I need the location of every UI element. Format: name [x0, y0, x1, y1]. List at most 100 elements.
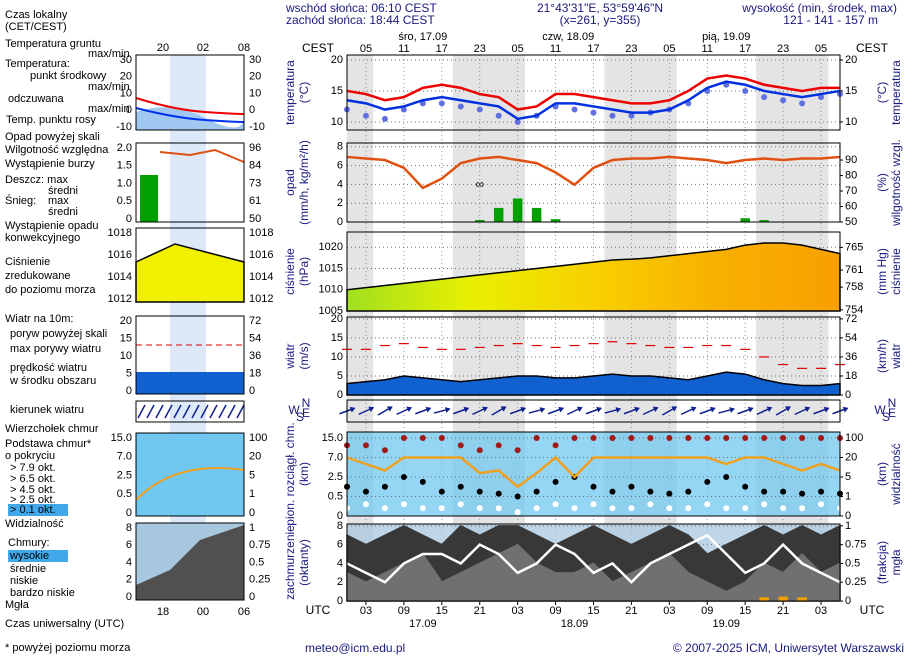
y-tick-label: 15	[331, 332, 343, 344]
arrow-head	[444, 407, 451, 413]
wind-arrow	[680, 406, 697, 416]
legend-box	[8, 550, 68, 562]
arrow-head	[729, 407, 735, 413]
arrow-head	[842, 406, 849, 413]
point	[685, 435, 692, 441]
utc-time-label: 15	[739, 605, 751, 617]
arrow-head	[747, 406, 754, 413]
y2-tick-label: 5	[845, 471, 851, 483]
mini-tick-label: 2	[126, 574, 132, 586]
axis-label: pion. rozciągł. chm.	[283, 422, 297, 525]
legend-text: prędkość wiatru	[10, 362, 87, 374]
mini-cloud-bg	[136, 433, 244, 516]
legend-text: > 2.5 okt.	[10, 494, 56, 506]
wind-arrow	[585, 406, 602, 415]
point	[609, 488, 616, 495]
point	[362, 488, 369, 495]
local-day: śro, 17.09	[398, 31, 447, 43]
y2-tick-label: 0.5	[845, 557, 860, 569]
arrow-head	[386, 406, 393, 412]
mini-tick-label: -10	[116, 121, 132, 133]
point	[590, 483, 597, 490]
mini-tick-label: 0	[249, 104, 255, 116]
axis-label: wiatr	[889, 343, 903, 369]
axis-label: (hPa)	[297, 257, 311, 286]
mini-tick-label: 1012	[249, 293, 273, 305]
y-tick-label: 7.0	[328, 451, 343, 463]
mini-tick-label: 20	[249, 451, 261, 463]
point	[476, 505, 483, 512]
mini-arrow	[164, 404, 173, 419]
line	[346, 74, 840, 111]
local-time-label: 23	[474, 43, 486, 55]
legend-text: Widzialność	[5, 518, 64, 530]
arrow-head	[785, 406, 791, 412]
axis-label: (km/h)	[875, 339, 889, 373]
arrow-head	[823, 406, 830, 413]
point	[704, 478, 711, 485]
mini-top-time: 02	[197, 42, 209, 54]
compass-letter: S	[882, 410, 890, 424]
point	[742, 505, 749, 512]
legend-text: Śnieg:	[5, 194, 36, 207]
point	[723, 474, 730, 480]
mini-tick-label: 2.0	[117, 142, 132, 154]
local-day: czw, 18.09	[542, 31, 594, 43]
point	[438, 488, 445, 495]
utc-time-label: 15	[436, 605, 448, 617]
wind-arrow	[528, 407, 546, 414]
point	[742, 435, 749, 441]
mini-tick-label: 100	[249, 432, 267, 444]
wind-arrow	[642, 406, 659, 416]
point	[799, 505, 806, 512]
y2-tick-label: 60	[845, 200, 857, 212]
y-tick-label: 5	[337, 370, 343, 382]
axis-label: wilgotność wzgl.	[889, 139, 903, 227]
mini-tick-label: 30	[249, 54, 261, 66]
sunrise: wschód słońca: 06:10 CEST	[285, 1, 437, 15]
y2-tick-label: 20	[845, 54, 857, 66]
legend-text: Mgła	[5, 599, 30, 611]
panel-frame	[346, 54, 841, 131]
mini-hum	[159, 148, 245, 163]
point	[476, 447, 483, 454]
mini-tick-label: 50	[249, 213, 261, 225]
legend-text: średni	[48, 185, 78, 197]
mini-tick-label: 4	[126, 556, 132, 568]
panel-frame	[346, 431, 841, 517]
mini-tick-label: -10	[249, 121, 265, 133]
arrow-head	[406, 406, 413, 413]
line	[346, 533, 841, 584]
mini-tick-label: 5	[126, 367, 132, 379]
legend-text: niskie	[10, 575, 38, 587]
axis-label: temperatura	[889, 60, 903, 125]
point	[552, 442, 559, 449]
utc-time-label: 21	[474, 605, 486, 617]
point	[628, 112, 635, 119]
point	[628, 435, 635, 441]
wind-arrow	[623, 406, 640, 415]
arrow-head	[710, 406, 716, 413]
wind-arrow	[794, 406, 811, 416]
wind-arrow	[775, 406, 791, 416]
point	[571, 505, 578, 512]
point	[761, 488, 768, 495]
point	[571, 106, 578, 113]
arrow-head	[690, 406, 697, 413]
mini-tick-label: 1014	[108, 271, 132, 283]
point	[590, 501, 597, 508]
wind-arrow	[377, 406, 393, 416]
point	[780, 505, 787, 512]
mini-tick-label: 0.75	[249, 539, 270, 551]
mini-tick-label: 20	[120, 71, 132, 83]
mini-temp-red	[135, 97, 245, 115]
legend-text: max porywy wiatru	[10, 343, 101, 355]
point	[704, 501, 711, 508]
local-time-label: 17	[436, 43, 448, 55]
point	[704, 435, 711, 441]
mini-frame	[135, 315, 245, 395]
mini-arrow	[173, 404, 182, 419]
y2-tick-label: 758	[845, 281, 863, 293]
bar	[740, 218, 750, 222]
axis-label: mgła	[889, 549, 903, 575]
